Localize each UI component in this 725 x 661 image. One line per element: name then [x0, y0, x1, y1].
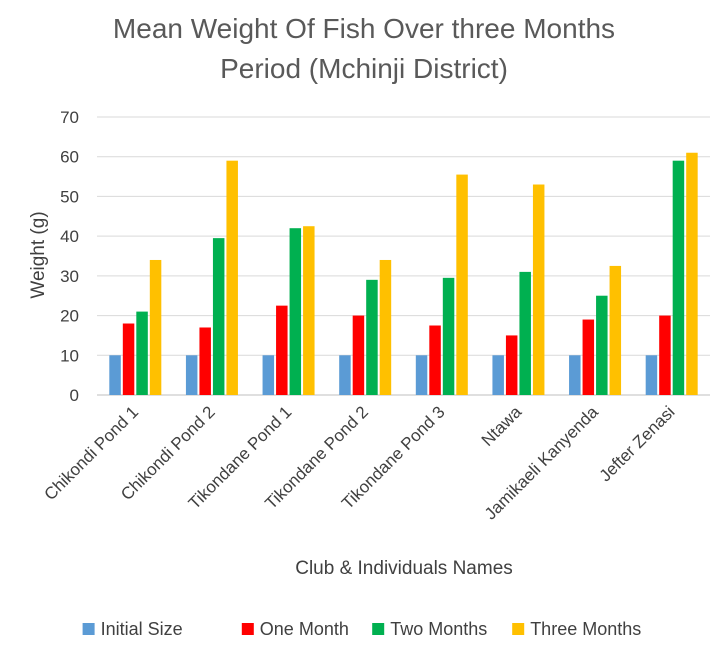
y-axis-label: Weight (g) — [28, 211, 49, 298]
bar — [366, 279, 378, 395]
y-tick-labels: 0 10 20 30 40 50 60 70 — [60, 108, 79, 405]
bar — [415, 355, 428, 395]
bar — [659, 315, 671, 395]
bar — [645, 355, 658, 395]
bar — [339, 355, 351, 395]
bar — [212, 238, 225, 395]
bar — [429, 325, 441, 395]
legend-item: Three Months — [512, 619, 641, 639]
x-axis-label: Club & Individuals Names — [295, 558, 513, 579]
bar — [456, 174, 468, 395]
x-tick-label: Ntawa — [478, 402, 526, 450]
y-tick-label: 40 — [60, 227, 79, 246]
bar — [519, 271, 531, 395]
legend-swatch — [512, 623, 525, 635]
chart-title-line-2: Period (Mchinji District) — [220, 53, 508, 84]
bar — [532, 184, 545, 395]
bar — [609, 265, 622, 395]
y-tick-label: 50 — [60, 187, 79, 206]
bar — [136, 311, 148, 395]
legend-swatch — [82, 623, 95, 635]
bar — [596, 295, 608, 395]
bar — [379, 259, 392, 395]
legend-swatch — [241, 623, 254, 635]
bar — [199, 327, 211, 395]
bar — [276, 305, 288, 395]
gridlines — [97, 116, 710, 396]
legend-label: Three Months — [530, 619, 641, 639]
legend-label: Initial Size — [101, 619, 183, 639]
y-tick-label: 20 — [60, 307, 79, 326]
bar — [442, 277, 455, 395]
legend-item: Two Months — [372, 619, 487, 639]
legend-item: Initial Size — [82, 619, 183, 639]
bar — [303, 226, 315, 395]
bar — [185, 355, 198, 395]
y-tick-label: 0 — [70, 386, 79, 405]
legend-label: Two Months — [390, 619, 487, 639]
x-tick-label: Jefter Zenasi — [596, 402, 679, 485]
y-tick-label: 70 — [60, 108, 79, 127]
y-tick-label: 10 — [60, 346, 79, 365]
bar — [686, 152, 698, 395]
bar — [352, 315, 365, 395]
bars — [109, 152, 698, 395]
bar — [582, 319, 595, 395]
legend: Initial Size One Month Two Months Three Mon… — [82, 619, 641, 639]
legend-label: One Month — [260, 619, 349, 639]
bar — [226, 160, 238, 395]
y-tick-label: 30 — [60, 267, 79, 286]
bar — [289, 228, 302, 395]
bar — [569, 355, 581, 395]
bar — [492, 355, 504, 395]
legend-swatch — [372, 623, 385, 635]
chart-title-line-1: Mean Weight Of Fish Over three Months — [113, 13, 615, 44]
y-tick-label: 60 — [60, 148, 79, 167]
legend-item: One Month — [241, 619, 349, 639]
bar — [262, 355, 275, 395]
bar — [109, 355, 121, 395]
bar — [149, 259, 162, 395]
bar — [122, 323, 135, 395]
bar — [505, 335, 518, 395]
bar — [672, 160, 685, 395]
